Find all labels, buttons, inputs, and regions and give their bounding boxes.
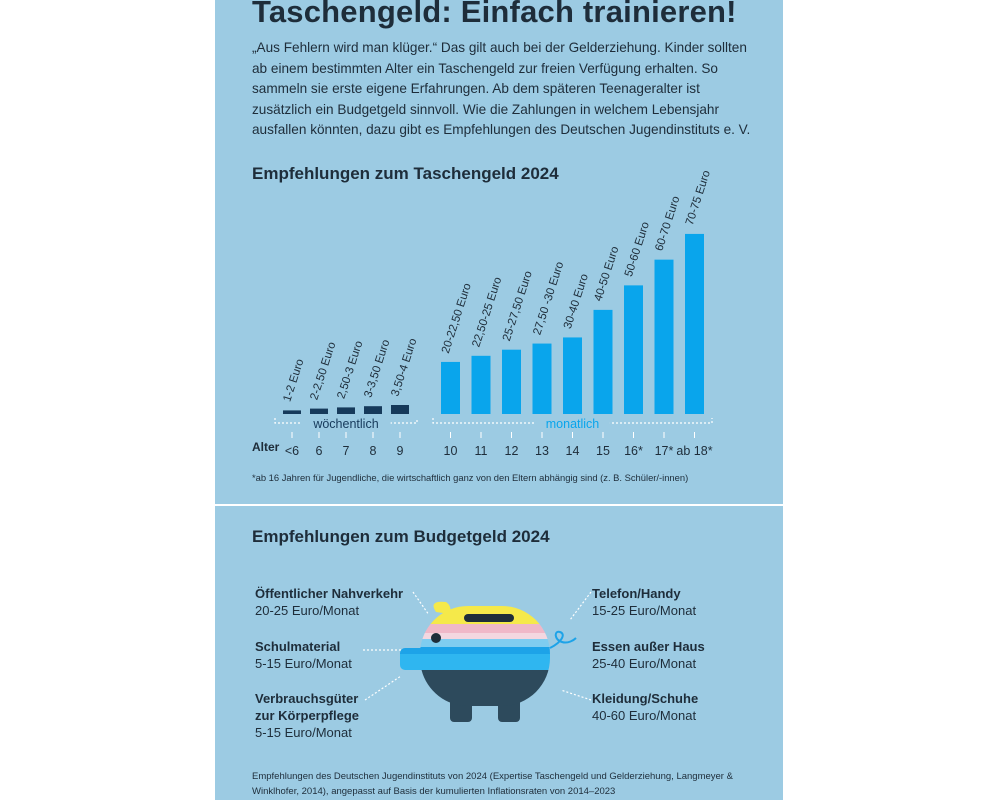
bar-wöchentlich-2	[337, 407, 355, 414]
age-tick-label: 6	[316, 444, 323, 458]
age-tick-label: 14	[566, 444, 580, 458]
pocket-money-bar-chart: 1-2 Euro <6 2-2,50 Euro 6 2,50-3 Euro 7 3-3,50…	[252, 169, 713, 458]
budget-label: Öffentlicher Nahverkehr	[255, 586, 404, 601]
budget-item-telefon: Telefon/Handy 15-25 Euro/Monat	[592, 585, 696, 619]
group-label-bg	[301, 417, 391, 430]
bar-value-label: 70-75 Euro	[684, 169, 713, 227]
bar-monatlich-0	[441, 361, 460, 414]
bar-value-label: 40-50 Euro	[592, 245, 621, 303]
budget-value: 5-15 Euro/Monat	[255, 725, 352, 740]
bar-value-label: 22,50-25 Euro	[470, 276, 504, 349]
bar-value-label: 60-70 Euro	[653, 195, 682, 253]
bar-wöchentlich-4	[391, 405, 409, 414]
chart-title: Empfehlungen zum Taschengeld 2024	[252, 164, 559, 183]
age-tick-label: 12	[505, 444, 519, 458]
budget-item-kleidung: Kleidung/Schuhe 40-60 Euro/Monat	[592, 690, 698, 724]
budget-value: 40-60 Euro/Monat	[592, 708, 697, 723]
budget-item-koerperpflege: Verbrauchsgüter zur Körperpflege 5-15 Eu…	[255, 690, 359, 741]
age-tick-label: 10	[444, 444, 458, 458]
budget-label-line2: zur Körperpflege	[255, 708, 360, 723]
coin-slot	[464, 614, 514, 622]
bar-value-label: 3-3,50 Euro	[362, 338, 392, 399]
bar-value-label: 1-2 Euro	[281, 358, 306, 404]
bar-monatlich-2	[502, 349, 521, 414]
infographic-panel: Taschengeld: Einfach trainieren! „Aus Fe…	[215, 0, 783, 800]
age-tick-label: 7	[343, 444, 350, 458]
section-divider	[215, 504, 783, 506]
group-label-weekly: wöchentlich	[312, 417, 378, 431]
bar-monatlich-1	[471, 355, 491, 414]
source-note: Empfehlungen des Deutschen Jugendinstitu…	[252, 771, 733, 797]
budget-item-nahverkehr: Öffentlicher Nahverkehr 20-25 Euro/Monat	[255, 585, 403, 619]
bar-wöchentlich-3	[364, 406, 382, 414]
age-tick-label: 8	[370, 444, 377, 458]
bar-monatlich-3	[532, 343, 552, 414]
bar-monatlich-6	[624, 285, 643, 414]
budget-title: Empfehlungen zum Budgetgeld 2024	[252, 527, 550, 546]
age-tick-label: 11	[475, 444, 488, 458]
bar-wöchentlich-1	[310, 408, 328, 414]
age-tick-label: 9	[397, 444, 404, 458]
budget-value: 5-15 Euro/Monat	[255, 656, 352, 671]
age-tick-label: 17*	[655, 444, 674, 458]
bar-value-label: 27,50 -30 Euro	[531, 260, 566, 336]
age-tick-label: <6	[285, 444, 299, 458]
age-tick-label: ab 18*	[676, 444, 712, 458]
budget-value: 20-25 Euro/Monat	[255, 603, 360, 618]
budget-label: Kleidung/Schuhe	[592, 691, 699, 706]
age-tick-label: 16*	[624, 444, 643, 458]
bar-value-label: 50-60 Euro	[623, 220, 652, 278]
page-title: Taschengeld: Einfach trainieren!	[252, 0, 737, 29]
budget-label: Verbrauchsgüter	[255, 691, 359, 706]
piggy-bank-icon	[400, 601, 577, 722]
budget-label: Schulmaterial	[255, 639, 341, 654]
bar-value-label: 2,50-3 Euro	[335, 339, 365, 400]
bar-value-label: 2-2,50 Euro	[308, 341, 338, 402]
budget-label: Telefon/Handy	[592, 586, 681, 601]
pig-tail	[549, 630, 577, 649]
pig-ear	[433, 601, 451, 614]
bar-value-label: 20-22,50 Euro	[440, 282, 474, 355]
bar-value-label: 3,50-4 Euro	[389, 337, 419, 398]
budget-value: 25-40 Euro/Monat	[592, 656, 697, 671]
age-tick-label: 13	[535, 444, 549, 458]
bar-wöchentlich-0	[283, 410, 301, 414]
budget-label: Essen außer Haus	[592, 639, 705, 654]
age-tick-label: 15	[596, 444, 610, 458]
budget-item-schulmaterial: Schulmaterial 5-15 Euro/Monat	[255, 638, 352, 672]
bar-monatlich-8	[685, 233, 704, 414]
bar-value-label: 25-27,50 Euro	[501, 270, 535, 343]
intro-paragraph: „Aus Fehlern wird man klüger.“ Das gilt …	[252, 40, 751, 138]
budget-item-essen: Essen außer Haus 25-40 Euro/Monat	[592, 638, 705, 672]
bar-monatlich-7	[654, 259, 674, 414]
chart-footnote: *ab 16 Jahren für Jugendliche, die wirts…	[252, 472, 689, 483]
budget-value: 15-25 Euro/Monat	[592, 603, 697, 618]
group-label-bg	[535, 417, 610, 430]
group-label-monthly: monatlich	[546, 417, 600, 431]
axis-label-alter: Alter	[252, 440, 280, 454]
bar-monatlich-4	[563, 337, 582, 414]
bar-monatlich-5	[593, 309, 613, 414]
pig-eye	[431, 633, 441, 643]
bar-value-label: 30-40 Euro	[562, 273, 591, 331]
